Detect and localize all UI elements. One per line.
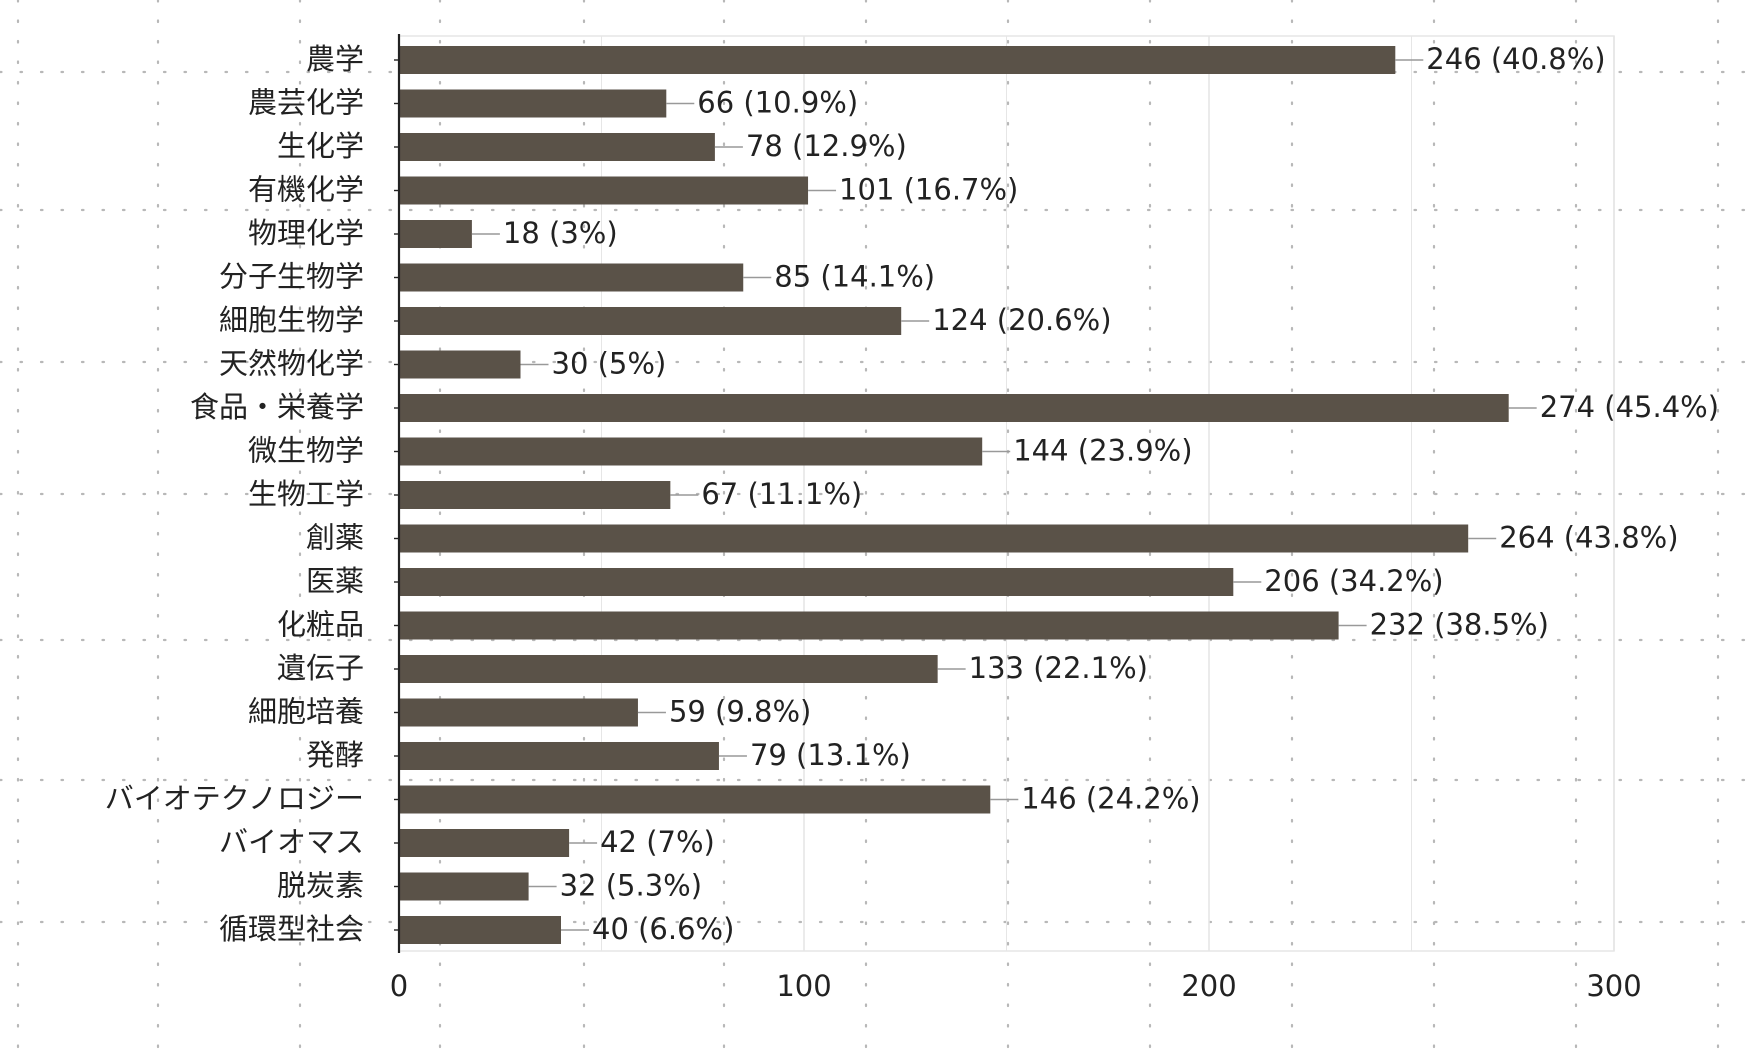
category-label: バイオマス xyxy=(219,825,364,859)
data-label: 67 (11.1%) xyxy=(701,477,862,511)
x-tick-label: 200 xyxy=(1181,969,1236,1003)
bars-group xyxy=(399,46,1509,944)
bar xyxy=(399,176,809,205)
bar xyxy=(399,872,529,901)
bar xyxy=(399,350,521,379)
bar xyxy=(399,524,1469,553)
bar xyxy=(399,916,561,944)
data-label: 274 (45.4%) xyxy=(1540,390,1719,424)
category-label: 微生物学 xyxy=(248,434,364,468)
category-label: 細胞生物学 xyxy=(219,303,364,337)
data-label: 246 (40.8%) xyxy=(1426,42,1605,76)
data-label: 146 (24.2%) xyxy=(1021,782,1200,816)
data-label: 42 (7%) xyxy=(600,825,715,859)
data-label: 124 (20.6%) xyxy=(932,303,1111,337)
category-label: バイオテクノロジー xyxy=(105,782,364,816)
x-tick-label: 0 xyxy=(390,969,408,1003)
category-label: 遺伝子 xyxy=(277,651,364,685)
data-label: 18 (3%) xyxy=(503,216,618,250)
data-label: 232 (38.5%) xyxy=(1370,608,1549,642)
category-label: 創薬 xyxy=(306,521,364,555)
bar xyxy=(399,394,1509,422)
bar xyxy=(399,655,938,683)
category-label: 循環型社会 xyxy=(219,912,364,946)
bar xyxy=(399,46,1396,74)
bar xyxy=(399,133,715,161)
category-label: 農芸化学 xyxy=(248,86,364,120)
category-label: 分子生物学 xyxy=(219,260,364,294)
category-label: 化粧品 xyxy=(277,608,364,642)
data-label: 30 (5%) xyxy=(552,347,667,381)
category-label: 医薬 xyxy=(306,564,364,598)
category-label: 食品・栄養学 xyxy=(190,390,364,424)
data-label: 79 (13.1%) xyxy=(750,738,911,772)
x-tick-label: 100 xyxy=(776,969,831,1003)
bar xyxy=(399,220,472,248)
category-label: 生化学 xyxy=(277,129,364,163)
data-label: 85 (14.1%) xyxy=(774,260,935,294)
category-label: 生物工学 xyxy=(248,477,364,511)
category-labels-group: 農学農芸化学生化学有機化学物理化学分子生物学細胞生物学天然物化学食品・栄養学微生… xyxy=(105,42,364,946)
data-label: 59 (9.8%) xyxy=(669,695,811,729)
bar xyxy=(399,698,638,727)
bar xyxy=(399,785,991,814)
category-label: 細胞培養 xyxy=(248,695,364,729)
data-label: 32 (5.3%) xyxy=(560,869,702,903)
data-label: 144 (23.9%) xyxy=(1013,434,1192,468)
category-label: 脱炭素 xyxy=(277,869,364,903)
bar xyxy=(399,829,570,857)
category-label: 発酵 xyxy=(306,738,364,772)
data-label: 206 (34.2%) xyxy=(1264,564,1443,598)
data-label: 133 (22.1%) xyxy=(969,651,1148,685)
bar xyxy=(399,307,902,335)
bar xyxy=(399,611,1339,640)
category-label: 農学 xyxy=(306,42,364,76)
bar xyxy=(399,742,719,770)
category-label: 天然物化学 xyxy=(219,347,364,381)
data-label: 78 (12.9%) xyxy=(746,129,907,163)
bar xyxy=(399,568,1234,596)
axes-group: 0 100 200 300 xyxy=(390,34,1642,1003)
bar xyxy=(399,263,744,292)
bar xyxy=(399,481,671,509)
bar xyxy=(399,89,667,118)
data-label: 101 (16.7%) xyxy=(839,173,1018,207)
category-label: 有機化学 xyxy=(248,173,364,207)
x-tick-label: 300 xyxy=(1586,969,1641,1003)
data-label: 264 (43.8%) xyxy=(1499,521,1678,555)
data-label: 40 (6.6%) xyxy=(592,912,734,946)
bar xyxy=(399,437,983,466)
data-labels-group: 246 (40.8%) 66 (10.9%) 78 (12.9%) 101 (16.7… xyxy=(471,42,1719,946)
data-label: 66 (10.9%) xyxy=(697,86,858,120)
category-label: 物理化学 xyxy=(248,216,364,250)
